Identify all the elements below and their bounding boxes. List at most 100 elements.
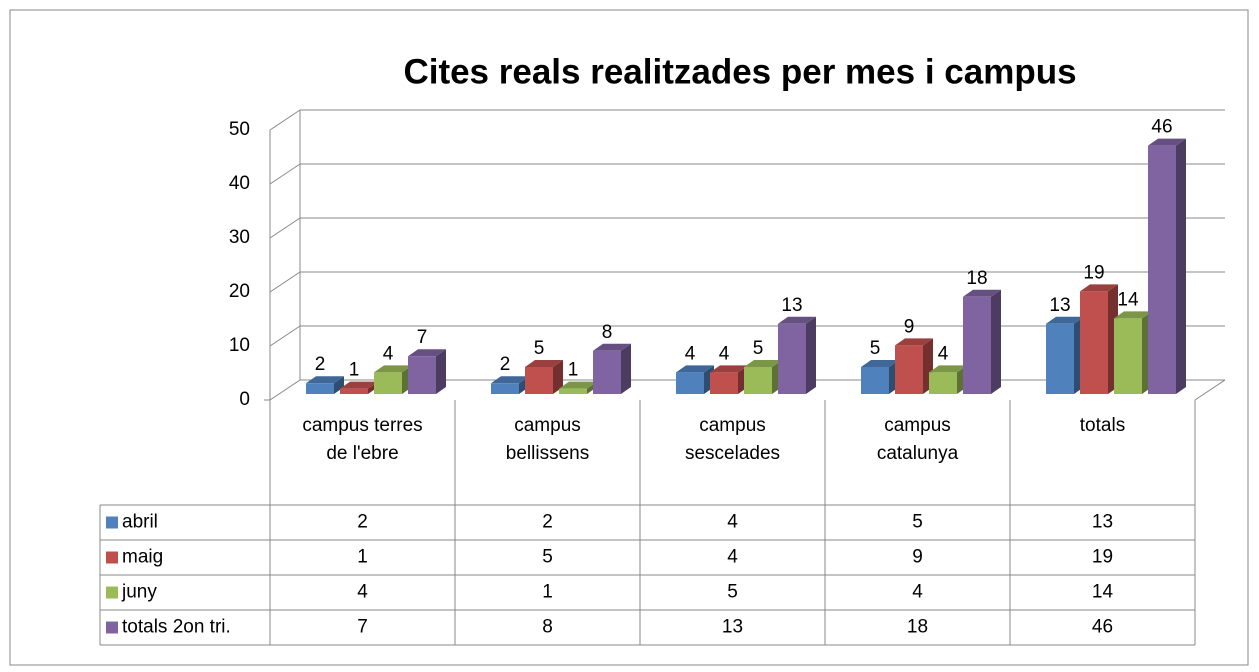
- table-value: 19: [1092, 547, 1113, 568]
- x-tick-label: totals: [1079, 415, 1126, 436]
- bar-front: [778, 323, 806, 394]
- bar: [861, 360, 899, 394]
- legend-swatch: [106, 516, 118, 529]
- table-value: 4: [727, 547, 738, 568]
- bar-front: [1046, 323, 1074, 394]
- bar-top: [306, 376, 344, 384]
- bar: [895, 338, 933, 394]
- chart-border: [9, 9, 1249, 666]
- table-value: 46: [1092, 617, 1113, 638]
- bar-front: [525, 367, 553, 394]
- table-value: 4: [357, 582, 368, 603]
- bar: [1114, 311, 1152, 394]
- table-value: 13: [1092, 512, 1113, 533]
- bar: [340, 381, 378, 394]
- data-label: 4: [938, 343, 949, 364]
- y-tick-label: 40: [229, 173, 250, 194]
- bar-top: [929, 365, 967, 373]
- data-label: 7: [417, 327, 428, 348]
- bar-front: [929, 372, 957, 394]
- bar-top: [710, 365, 748, 373]
- grid-line-side: [269, 325, 301, 347]
- bar-front: [861, 367, 889, 394]
- bar-top: [593, 343, 631, 351]
- legend-label: maig: [122, 547, 163, 568]
- bar: [963, 289, 1001, 394]
- legend-swatch: [106, 621, 118, 634]
- x-tick-label: campus bellissens: [505, 415, 590, 464]
- bar-front: [1114, 318, 1142, 394]
- data-label: 8: [602, 322, 613, 343]
- y-tick-label: 30: [229, 227, 250, 248]
- bar-front: [374, 372, 402, 394]
- bar-top: [1080, 284, 1118, 292]
- table-value: 1: [542, 582, 553, 603]
- y-tick-label: 50: [229, 119, 250, 140]
- y-tick-label: 0: [239, 389, 250, 410]
- legend-swatch: [106, 551, 118, 564]
- bar: [1080, 284, 1118, 394]
- bar-front: [408, 356, 436, 394]
- bar: [676, 365, 714, 394]
- bar-side: [1176, 138, 1186, 394]
- bar-top: [1114, 311, 1152, 319]
- bar-front: [710, 372, 738, 394]
- table-value: 5: [542, 547, 553, 568]
- bar-side: [553, 360, 563, 394]
- bar-side: [991, 289, 1001, 394]
- bar-front: [491, 383, 519, 394]
- bar-front: [306, 383, 334, 394]
- bar-top: [340, 381, 378, 389]
- data-label: 14: [1117, 289, 1139, 310]
- table-value: 7: [357, 617, 368, 638]
- table-value: 2: [357, 512, 368, 533]
- bar: [1148, 138, 1186, 394]
- bar: [525, 360, 563, 394]
- table-value: 9: [912, 547, 923, 568]
- table-value: 8: [542, 617, 553, 638]
- data-label: 2: [500, 354, 511, 375]
- y-tick-label: 20: [229, 281, 250, 302]
- bar-top: [491, 376, 529, 384]
- bar-front: [744, 367, 772, 394]
- bar-top: [895, 338, 933, 346]
- bar-side: [621, 343, 631, 394]
- data-label: 5: [870, 338, 881, 359]
- bar-side: [436, 349, 446, 394]
- bar: [744, 360, 782, 394]
- bar-top: [525, 360, 563, 367]
- bar-top: [374, 365, 412, 373]
- data-label: 19: [1083, 262, 1104, 283]
- floor-edge: [1194, 379, 1226, 401]
- bar: [778, 316, 816, 394]
- bar: [593, 343, 631, 394]
- bar-front: [1080, 291, 1108, 394]
- data-label: 13: [781, 295, 802, 316]
- bar-front: [1148, 145, 1176, 394]
- data-label: 1: [349, 360, 360, 381]
- table-value: 5: [727, 582, 738, 603]
- bar-front: [559, 388, 587, 394]
- bar-top: [744, 360, 782, 367]
- bar-top: [963, 289, 1001, 297]
- bar-front: [340, 388, 368, 394]
- chart-title: Cites reals realitzades per mes i campus: [403, 52, 1076, 91]
- legend-label: totals 2on tri.: [122, 617, 231, 638]
- bar: [710, 365, 748, 394]
- data-label: 4: [719, 343, 730, 364]
- bar-front: [963, 296, 991, 394]
- data-label: 2: [315, 354, 326, 375]
- bar-top: [861, 360, 899, 367]
- bar-front: [895, 345, 923, 394]
- data-label: 18: [966, 268, 987, 289]
- bar-top: [676, 365, 714, 373]
- bar: [559, 381, 597, 394]
- x-tick-label: campus terres de l'ebre: [302, 415, 423, 464]
- bar-top: [559, 381, 597, 389]
- bar-front: [593, 350, 621, 394]
- data-label: 1: [568, 360, 579, 381]
- bar-side: [334, 376, 344, 394]
- data-label: 5: [534, 338, 545, 359]
- grid-line-side: [269, 217, 301, 239]
